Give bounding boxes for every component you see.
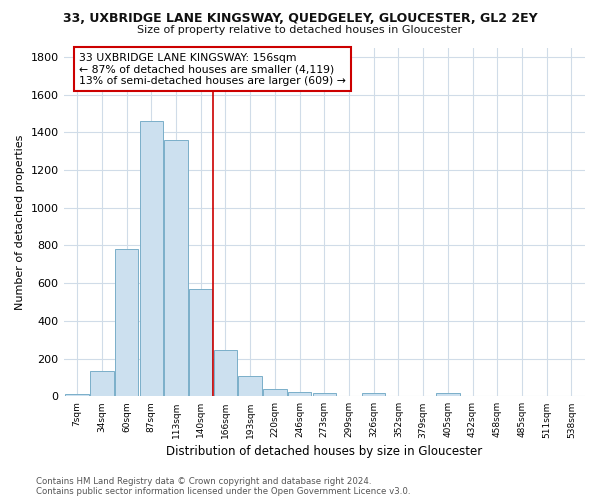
Bar xyxy=(288,392,311,396)
Text: 33 UXBRIDGE LANE KINGSWAY: 156sqm
← 87% of detached houses are smaller (4,119)
1: 33 UXBRIDGE LANE KINGSWAY: 156sqm ← 87% … xyxy=(79,52,346,86)
Bar xyxy=(238,376,262,396)
Bar xyxy=(362,392,385,396)
Bar xyxy=(115,249,139,396)
Text: Contains HM Land Registry data © Crown copyright and database right 2024.
Contai: Contains HM Land Registry data © Crown c… xyxy=(36,476,410,496)
X-axis label: Distribution of detached houses by size in Gloucester: Distribution of detached houses by size … xyxy=(166,444,482,458)
Bar xyxy=(90,371,113,396)
Bar xyxy=(164,140,188,396)
Bar xyxy=(65,394,89,396)
Bar xyxy=(436,392,460,396)
Bar xyxy=(313,392,336,396)
Bar xyxy=(189,289,212,397)
Y-axis label: Number of detached properties: Number of detached properties xyxy=(15,134,25,310)
Bar xyxy=(140,121,163,396)
Text: 33, UXBRIDGE LANE KINGSWAY, QUEDGELEY, GLOUCESTER, GL2 2EY: 33, UXBRIDGE LANE KINGSWAY, QUEDGELEY, G… xyxy=(62,12,538,26)
Bar xyxy=(263,389,287,396)
Text: Size of property relative to detached houses in Gloucester: Size of property relative to detached ho… xyxy=(137,25,463,35)
Bar xyxy=(214,350,237,397)
